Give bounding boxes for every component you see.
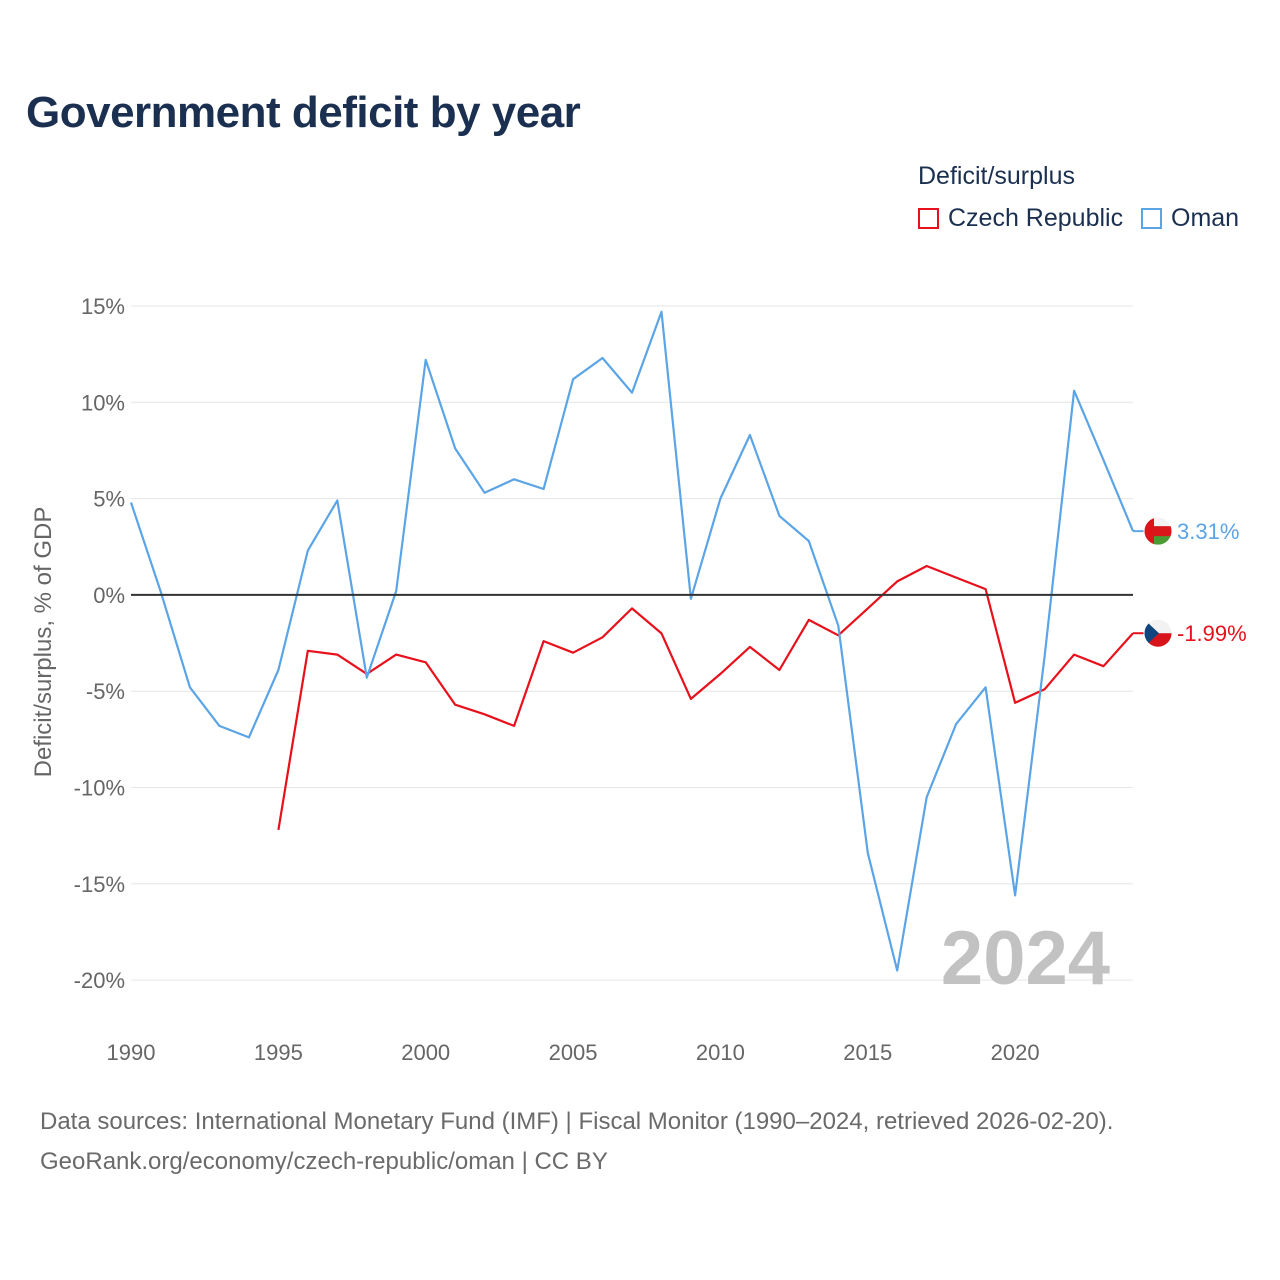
y-tick-label: 10% xyxy=(81,390,125,415)
x-tick-label: 2000 xyxy=(401,1040,450,1065)
legend-label-oman: Oman xyxy=(1171,204,1240,232)
y-tick-label: -5% xyxy=(86,679,125,704)
czech-flag-icon xyxy=(1143,618,1173,648)
y-tick-label: -15% xyxy=(74,872,125,897)
x-tick-label: 2010 xyxy=(696,1040,745,1065)
x-tick-label: 1995 xyxy=(254,1040,303,1065)
oman-flag-icon xyxy=(1143,516,1173,546)
grid-layer: 15% 10% 5% 0% -5% -10% -15% -20% 1990 1995 2000 200… xyxy=(74,294,1133,1065)
legend-title: Deficit/surplus xyxy=(918,162,1075,190)
x-tick-label: 2005 xyxy=(549,1040,598,1065)
source-note: Data sources: International Monetary Fun… xyxy=(40,1108,1114,1135)
y-axis-title: Deficit/surplus, % of GDP xyxy=(30,507,57,778)
x-tick-label: 2015 xyxy=(843,1040,892,1065)
legend-swatch-czech-republic xyxy=(918,208,939,229)
legend-swatch-oman xyxy=(1141,208,1162,229)
series-line-oman[interactable] xyxy=(129,310,1135,972)
y-tick-label: -10% xyxy=(74,776,125,801)
series-line-czech-republic[interactable] xyxy=(277,564,1134,831)
legend-item-czech-republic[interactable]: Czech Republic xyxy=(918,204,1123,233)
y-tick-label: 0% xyxy=(93,583,125,608)
credit-note: GeoRank.org/economy/czech-republic/oman … xyxy=(40,1148,608,1175)
chart-title: Government deficit by year xyxy=(26,88,581,137)
y-tick-label: 5% xyxy=(93,487,125,512)
x-tick-label: 2020 xyxy=(991,1040,1040,1065)
x-tick-label: 1990 xyxy=(107,1040,156,1065)
end-value-label: 3.31% xyxy=(1177,519,1239,544)
series-layer xyxy=(129,310,1135,972)
legend-label-czech-republic: Czech Republic xyxy=(948,204,1124,232)
end-value-label: -1.99% xyxy=(1177,621,1247,646)
y-tick-label: 15% xyxy=(81,294,125,319)
year-watermark: 2024 xyxy=(941,916,1110,1001)
y-tick-label: -20% xyxy=(74,968,125,993)
legend-item-oman[interactable]: Oman xyxy=(1141,204,1239,233)
end-label-layer: -1.99% 3.31% xyxy=(1133,516,1247,648)
